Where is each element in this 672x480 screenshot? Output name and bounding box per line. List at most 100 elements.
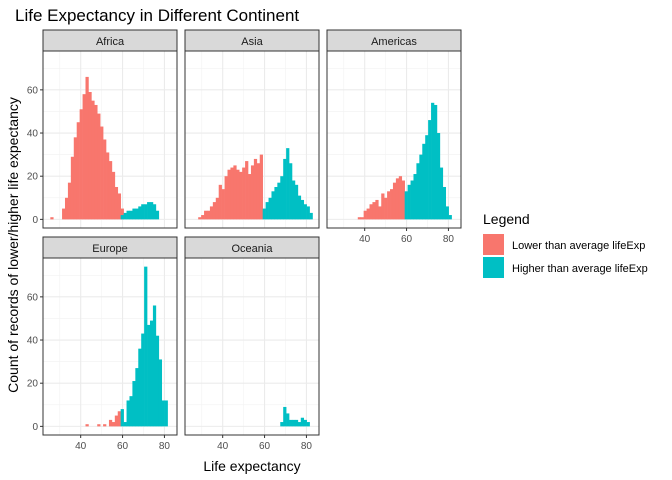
histogram-bar [85,76,89,220]
histogram-bar [114,186,119,220]
y-tick-label: 60 [27,85,39,96]
legend: Legend Lower than average lifeExp Higher … [483,211,648,278]
histogram-bar [289,419,293,427]
x-tick-label: 40 [359,234,371,245]
histogram-bar [309,212,313,220]
histogram-bar [132,208,136,220]
histogram-bar [256,163,261,220]
facet-strip-label: Americas [371,36,417,48]
x-tick-label: 60 [259,441,271,452]
histogram-bar [76,122,80,220]
histogram-bar [149,320,154,427]
histogram-bar [445,206,449,220]
histogram-bar [70,156,75,220]
histogram-bar [448,215,452,220]
histogram-bar [395,178,400,220]
histogram-bar [126,210,130,220]
histogram-bar [114,415,119,427]
histogram-bar [300,417,305,427]
panels-layer: Africa 0 20 40 60 Asia Americas 40 60 80 Europe 0 20… [27,29,462,452]
histogram-bar [303,419,307,427]
y-tick-label: 40 [27,129,39,140]
histogram-bar [369,204,373,220]
histogram-bar [103,424,107,427]
histogram-bar [286,148,290,220]
x-tick-label: 80 [301,441,313,452]
histogram-bar [271,191,275,220]
histogram-bar [123,212,127,220]
histogram-bar [245,161,249,220]
histogram-bar [291,419,296,427]
histogram-bar [390,189,394,220]
histogram-bar [221,189,225,220]
panel-asia: Asia [184,29,320,229]
histogram-bar [138,348,142,427]
legend-key [483,257,504,278]
histogram-bar [407,184,411,220]
histogram-bar [422,143,426,220]
histogram-bar [236,169,240,220]
panel-border [42,257,178,436]
histogram-bar [152,305,157,427]
histogram-bar [149,202,154,220]
panel-europe: Europe 0 20 40 60 40 60 80 [27,236,178,452]
histogram-bar [265,202,269,220]
histogram-bar [120,208,124,220]
histogram-bar [416,163,420,220]
histogram-bar [132,381,136,427]
panel-oceania: Oceania 40 60 80 [184,236,320,452]
y-tick-label: 0 [32,422,38,433]
histogram-bar [135,208,139,220]
histogram-bar [201,215,205,220]
histogram-bar [111,171,116,220]
histogram-bar [64,197,69,220]
y-tick-label: 60 [27,292,39,303]
x-tick-label: 80 [159,441,171,452]
histogram-bar [141,204,145,220]
histogram-bar [144,266,148,427]
histogram-bar [372,202,376,220]
histogram-bar [138,206,142,220]
legend-label: Lower than average lifeExp [512,240,645,252]
histogram-bar [155,335,160,427]
histogram-bar [419,154,423,220]
histogram-bar [283,406,287,427]
histogram-bar [97,424,101,427]
histogram-bar [277,182,281,220]
histogram-bar [259,154,263,220]
histogram-bar [286,413,290,427]
histogram-bar [103,139,107,220]
y-tick-label: 0 [32,215,38,226]
x-tick-label: 60 [401,234,413,245]
histogram-bar [357,217,362,220]
histogram-bar [404,191,408,220]
histogram-bar [209,206,214,220]
histogram-bar [94,104,98,220]
histogram-bar [274,186,278,220]
panel-background [185,258,319,435]
histogram-bar [381,193,385,220]
histogram-bar [294,419,299,427]
histogram-bar [67,182,72,220]
histogram-bar [111,422,116,427]
histogram-bar [117,411,121,427]
y-tick-label: 20 [27,172,39,183]
histogram-bar [79,109,83,220]
histogram-bar [268,197,272,220]
x-tick-label: 40 [217,441,229,452]
histogram-bar [242,167,246,220]
histogram-bar [233,165,237,220]
facet-strip-label: Asia [241,36,263,48]
histogram-bar [141,333,145,427]
y-tick-label: 40 [27,336,39,347]
histogram-bar [108,161,113,220]
histogram-bar [280,422,284,427]
histogram-bar [413,174,417,220]
histogram-bar [306,206,310,220]
panel-africa: Africa 0 20 40 60 [27,29,178,229]
histogram-bar [129,396,133,427]
histogram-bar [366,208,370,220]
histogram-bar [283,158,287,220]
histogram-bar [375,199,379,220]
legend-title: Legend [483,211,530,227]
